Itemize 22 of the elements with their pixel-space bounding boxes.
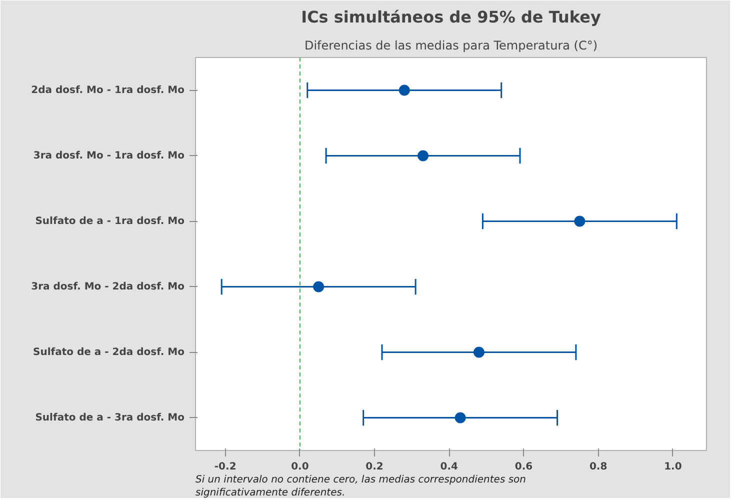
x-tick-label: 0.0 — [291, 462, 309, 472]
chart-subtitle: Diferencias de las medias para Temperatura (C°) — [304, 38, 598, 52]
x-tick-label: 0.2 — [366, 462, 384, 472]
x-tick-label: 0.4 — [440, 462, 458, 472]
point — [574, 216, 586, 227]
text: Si un intervalo no contiene cero, las medias correspondientes son significativamente diferentes. — [196, 474, 526, 498]
point — [454, 412, 466, 424]
x-tick-label: 0.6 — [514, 462, 533, 472]
point — [473, 346, 484, 358]
x-tick-label: 0.8 — [589, 462, 608, 472]
x-tick-label: -0.2 — [214, 462, 236, 472]
chart-title: ICs simultáneos de 95% de Tukey — [301, 8, 602, 26]
point — [313, 281, 324, 292]
point — [398, 84, 410, 96]
y-tick-label: 3ra dosf. Mo - 1ra dosf. Mo — [33, 150, 185, 162]
y-tick-label: 3ra dosf. Mo - 2da dosf. Mo — [31, 281, 185, 292]
x-tick-label: 1.0 — [664, 462, 682, 472]
y-tick-label: Sulfato de a - 3ra dosf. Mo — [35, 412, 185, 424]
point — [418, 150, 429, 162]
y-tick-label: Sulfato de a - 1ra dosf. Mo — [35, 216, 185, 227]
y-tick-label: Sulfato de a - 2da dosf. Mo — [33, 346, 185, 358]
y-tick-label: 2da dosf. Mo - 1ra dosf. Mo — [31, 84, 185, 96]
